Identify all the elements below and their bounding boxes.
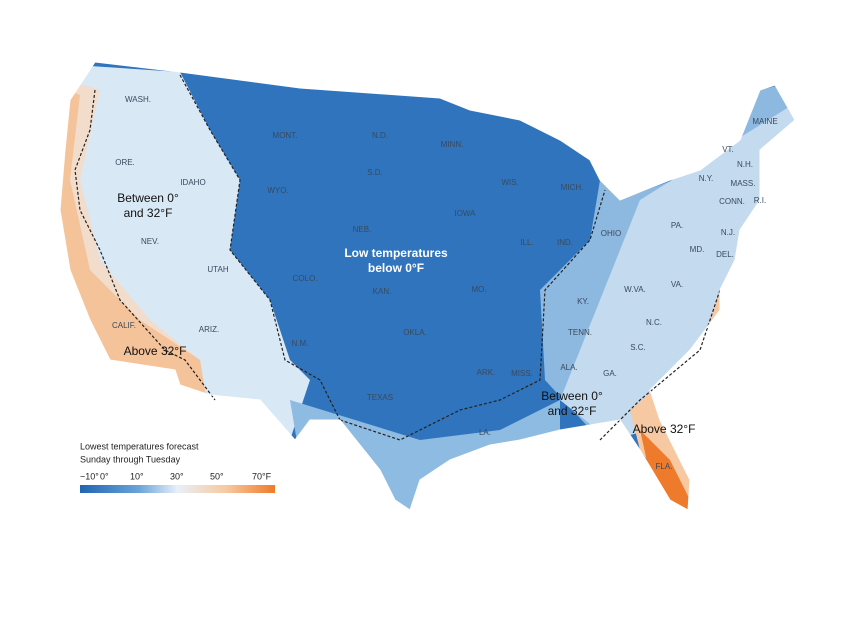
region-label: Above 32°F — [633, 422, 696, 436]
state-label: DEL. — [716, 250, 734, 259]
region-label: Above 32°F — [124, 344, 187, 358]
state-label: CALIF. — [112, 321, 136, 330]
state-label: LA. — [479, 428, 491, 437]
state-label: UTAH — [207, 265, 228, 274]
legend-bar — [80, 485, 275, 493]
state-label: GA. — [603, 369, 617, 378]
state-label: NEB. — [353, 225, 372, 234]
legend-tick: 50° — [210, 471, 224, 481]
state-label: N.M. — [292, 339, 309, 348]
state-label: WYO. — [267, 186, 288, 195]
state-label: N.H. — [737, 160, 753, 169]
state-label: TENN. — [568, 328, 592, 337]
state-label: MO. — [471, 285, 486, 294]
legend: Lowest temperatures forecast Sunday thro… — [80, 441, 275, 493]
state-label: PA. — [671, 221, 683, 230]
region-label: and 32°F — [124, 206, 173, 220]
legend-tick: 70°F — [252, 471, 272, 481]
state-label: S.D. — [367, 168, 383, 177]
region-label: Between 0° — [541, 389, 603, 403]
state-label: FLA. — [656, 462, 673, 471]
legend-tick: 0° — [100, 471, 109, 481]
state-label: IOWA — [454, 209, 476, 218]
state-label: OKLA. — [403, 328, 427, 337]
state-label: WASH. — [125, 95, 151, 104]
state-label: MONT. — [273, 131, 298, 140]
legend-tick: 10° — [130, 471, 144, 481]
region-label: and 32°F — [548, 404, 597, 418]
state-label: MICH. — [561, 183, 584, 192]
state-label: N.J. — [721, 228, 735, 237]
state-label: OHIO — [601, 229, 621, 238]
state-label: MISS. — [511, 369, 533, 378]
state-label: ALA. — [560, 363, 577, 372]
state-label: N.C. — [646, 318, 662, 327]
state-label: COLO. — [293, 274, 318, 283]
state-label: MAINE — [752, 117, 777, 126]
state-label: R.I. — [754, 196, 766, 205]
state-label: ORE. — [115, 158, 135, 167]
legend-tick: −10° — [80, 471, 99, 481]
state-label: N.D. — [372, 131, 388, 140]
state-label: MASS. — [731, 179, 756, 188]
state-label: IND. — [557, 238, 573, 247]
state-label: MINN. — [441, 140, 464, 149]
state-label: KY. — [577, 297, 589, 306]
region-label: below 0°F — [368, 261, 424, 275]
state-label: N.Y. — [699, 174, 714, 183]
legend-title: Sunday through Tuesday — [80, 454, 181, 464]
state-label: CONN. — [719, 197, 745, 206]
legend-title: Lowest temperatures forecast — [80, 441, 199, 451]
state-label: VT. — [722, 145, 734, 154]
state-label: S.C. — [630, 343, 646, 352]
state-label: ARK. — [477, 368, 496, 377]
state-label: IDAHO — [180, 178, 205, 187]
region-label: Low temperatures — [344, 246, 448, 260]
state-label: MD. — [690, 245, 705, 254]
state-label: KAN. — [373, 287, 392, 296]
state-label: WIS. — [501, 178, 518, 187]
legend-tick: 30° — [170, 471, 184, 481]
state-label: TEXAS — [367, 393, 393, 402]
state-label: VA. — [671, 280, 683, 289]
state-label: W.VA. — [624, 285, 646, 294]
state-label: ILL. — [520, 238, 533, 247]
state-label: ARIZ. — [199, 325, 219, 334]
region-label: Between 0° — [117, 191, 179, 205]
state-label: NEV. — [141, 237, 159, 246]
